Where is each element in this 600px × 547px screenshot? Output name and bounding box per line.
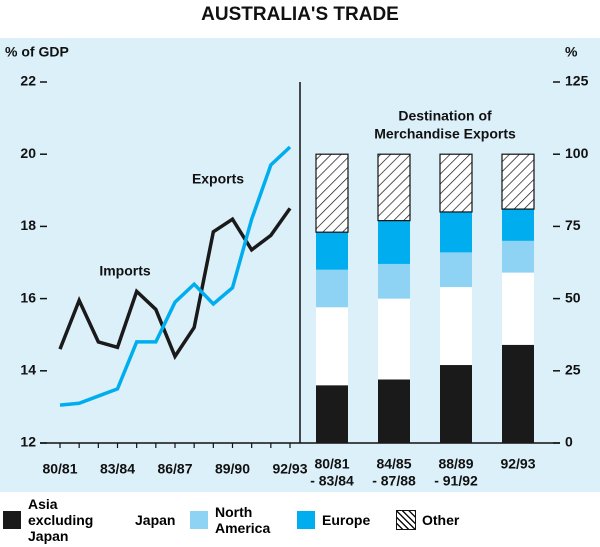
bar-segment bbox=[377, 153, 411, 222]
x-tick-label: - 87/88 bbox=[372, 473, 416, 489]
bar-segment bbox=[316, 385, 348, 443]
series-label: Imports bbox=[99, 263, 151, 279]
bar-segment bbox=[378, 298, 410, 380]
legend-label: Asia excluding Japan bbox=[28, 495, 94, 544]
x-tick-label: 80/81 bbox=[42, 461, 77, 477]
annotation: Destination of bbox=[398, 108, 492, 124]
bar-segment bbox=[440, 287, 472, 366]
bar-segment bbox=[440, 252, 472, 288]
x-tick-label: 92/93 bbox=[272, 461, 307, 477]
legend-swatch bbox=[3, 510, 21, 529]
y2-tick-label: 75 bbox=[565, 217, 581, 233]
y2-tick-label: 100 bbox=[565, 145, 589, 161]
bar-segment bbox=[378, 263, 410, 299]
bar-segment bbox=[501, 153, 535, 210]
legend-swatch bbox=[297, 510, 315, 529]
y-tick-label: 18 bbox=[20, 217, 36, 233]
line-series bbox=[59, 145, 292, 407]
y-tick-label: 16 bbox=[20, 289, 36, 305]
legend-item: North America bbox=[190, 492, 275, 547]
chart: AUSTRALIA'S TRADE % of GDP % 12 14 16 18 20 2… bbox=[0, 4, 600, 492]
y-tick-label: 20 bbox=[20, 145, 36, 161]
bar-segment bbox=[440, 365, 472, 443]
series-label: Exports bbox=[192, 171, 244, 187]
x-tick-label: - 91/92 bbox=[434, 473, 478, 489]
chart-title: AUSTRALIA'S TRADE bbox=[201, 4, 399, 25]
x-tick-label: - 83/84 bbox=[310, 473, 354, 489]
y-tick-label: 14 bbox=[20, 362, 36, 378]
y2-axis-label: % bbox=[565, 44, 578, 60]
legend-swatch bbox=[110, 510, 128, 529]
y2-tick-label: 25 bbox=[565, 362, 581, 378]
legend-label: Europe bbox=[322, 511, 371, 528]
legend-item: Japan bbox=[110, 492, 195, 547]
x-tick-label: 86/87 bbox=[157, 461, 192, 477]
bar-segment bbox=[316, 307, 348, 386]
x-tick-label: 84/85 bbox=[376, 456, 411, 472]
legend-label: North America bbox=[215, 503, 271, 536]
y-tick-label: 12 bbox=[20, 434, 36, 450]
x-tick-label: 83/84 bbox=[100, 461, 135, 477]
bar-segment bbox=[316, 232, 348, 270]
y2-tick-label: 125 bbox=[565, 73, 589, 89]
bar-segment bbox=[502, 344, 534, 443]
legend-label: Other bbox=[422, 511, 460, 528]
annotation: Merchandise Exports bbox=[374, 126, 516, 142]
bar-segment bbox=[440, 211, 472, 253]
bar-segment bbox=[315, 153, 349, 233]
bar-segment bbox=[378, 220, 410, 264]
bar-segment bbox=[316, 269, 348, 308]
bar-segment bbox=[439, 153, 473, 213]
line-series bbox=[58, 207, 292, 361]
legend-item: Asia excluding Japan bbox=[3, 492, 98, 547]
y-axis-label: % of GDP bbox=[5, 44, 69, 60]
legend-item: Europe bbox=[297, 492, 382, 547]
legend-swatch bbox=[190, 510, 208, 529]
x-tick-label: 88/89 bbox=[438, 456, 473, 472]
legend-item: Other bbox=[396, 492, 482, 547]
x-tick-label: 89/90 bbox=[215, 461, 250, 477]
legend-label: Japan bbox=[135, 511, 176, 528]
bar-segment bbox=[502, 272, 534, 345]
bar-segment bbox=[502, 240, 534, 273]
y-tick-label: 22 bbox=[20, 73, 36, 89]
y2-tick-label: 50 bbox=[565, 289, 581, 305]
x-tick-label: 92/93 bbox=[500, 456, 535, 472]
bar-segment bbox=[502, 209, 534, 241]
x-tick-label: 80/81 bbox=[314, 456, 349, 472]
bar-segment bbox=[378, 379, 410, 443]
legend-swatch bbox=[396, 509, 416, 530]
legend: Asia excluding Japan Japan North America Eu… bbox=[0, 492, 600, 547]
y2-tick-label: 0 bbox=[565, 434, 573, 450]
